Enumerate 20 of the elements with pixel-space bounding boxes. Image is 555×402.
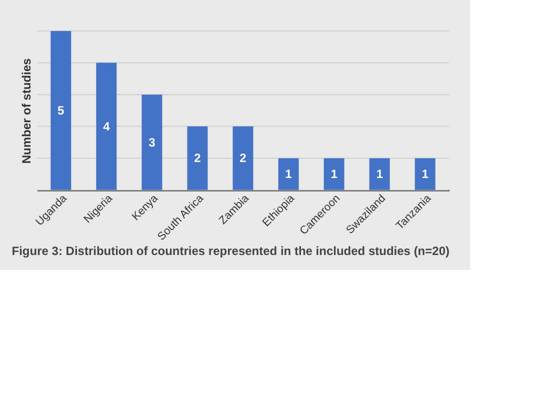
bar — [232, 126, 254, 190]
bar — [414, 158, 436, 190]
bar — [50, 31, 72, 190]
bar — [369, 158, 390, 190]
data-label: 1 — [422, 167, 429, 182]
data-label: 2 — [240, 151, 247, 166]
bar — [96, 62, 117, 190]
y-axis-title: Number of studies — [20, 58, 34, 164]
data-label: 2 — [194, 151, 202, 166]
caption: Figure 3: Distribution of countries represented in the included studies (n=20) — [12, 244, 450, 258]
bar — [142, 94, 162, 190]
data-label: 1 — [285, 167, 292, 182]
data-label: 5 — [58, 104, 65, 118]
bar — [324, 158, 344, 190]
bar — [187, 126, 208, 190]
data-label: 1 — [330, 167, 338, 182]
data-label: 3 — [148, 135, 156, 150]
data-label: 1 — [376, 167, 384, 182]
bar — [278, 158, 299, 190]
data-label: 4 — [103, 119, 110, 134]
